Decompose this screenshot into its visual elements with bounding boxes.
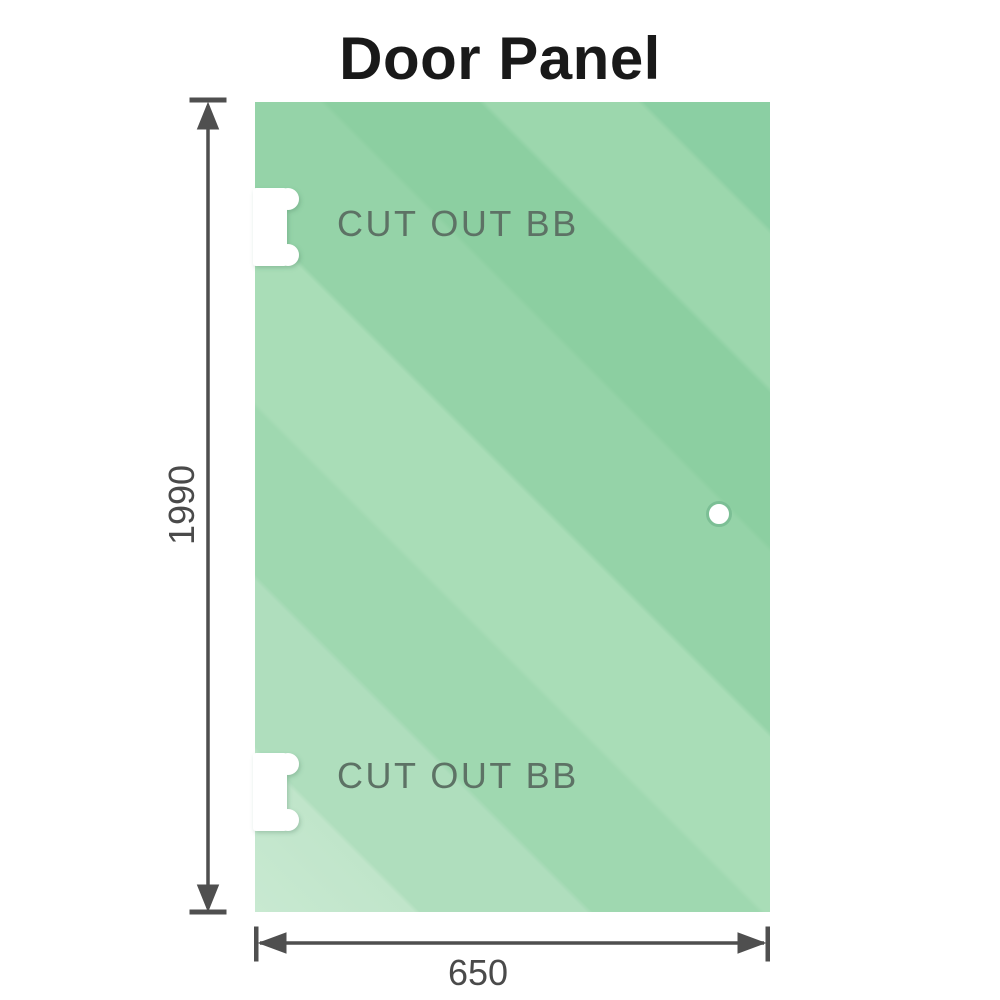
width-dimension-right-tick (765, 926, 770, 962)
page-title: Door Panel (339, 25, 661, 92)
cutout-label-bottom: CUT OUT BB (337, 755, 579, 796)
cutout-label-top: CUT OUT BB (337, 203, 579, 244)
arrow-down-icon (196, 884, 220, 913)
arrow-left-icon (257, 932, 287, 954)
height-dimension (189, 97, 227, 915)
width-dimension (254, 926, 770, 962)
width-dimension-value: 650 (447, 952, 509, 993)
handle-hole (706, 501, 732, 527)
hinge-cutout-bottom (253, 753, 299, 831)
arrow-right-icon (737, 932, 767, 954)
height-dimension-value: 1990 (161, 464, 202, 546)
hinge-cutout-top (253, 188, 299, 266)
height-dimension-top-cap (189, 97, 227, 103)
arrow-up-icon (196, 101, 220, 130)
width-dimension-left-tick (254, 926, 259, 962)
glass-panel (255, 102, 770, 912)
